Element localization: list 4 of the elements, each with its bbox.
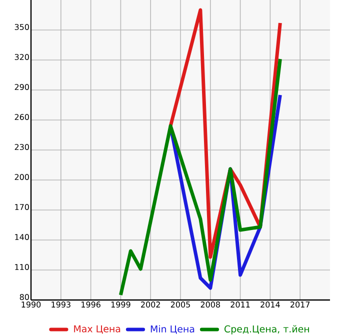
legend-label: Сред.Цена, т.йен (224, 325, 309, 334)
legend-label: Max Цена (74, 325, 120, 334)
line-series (118, 57, 282, 297)
legend-label: Min Цена (150, 325, 194, 334)
